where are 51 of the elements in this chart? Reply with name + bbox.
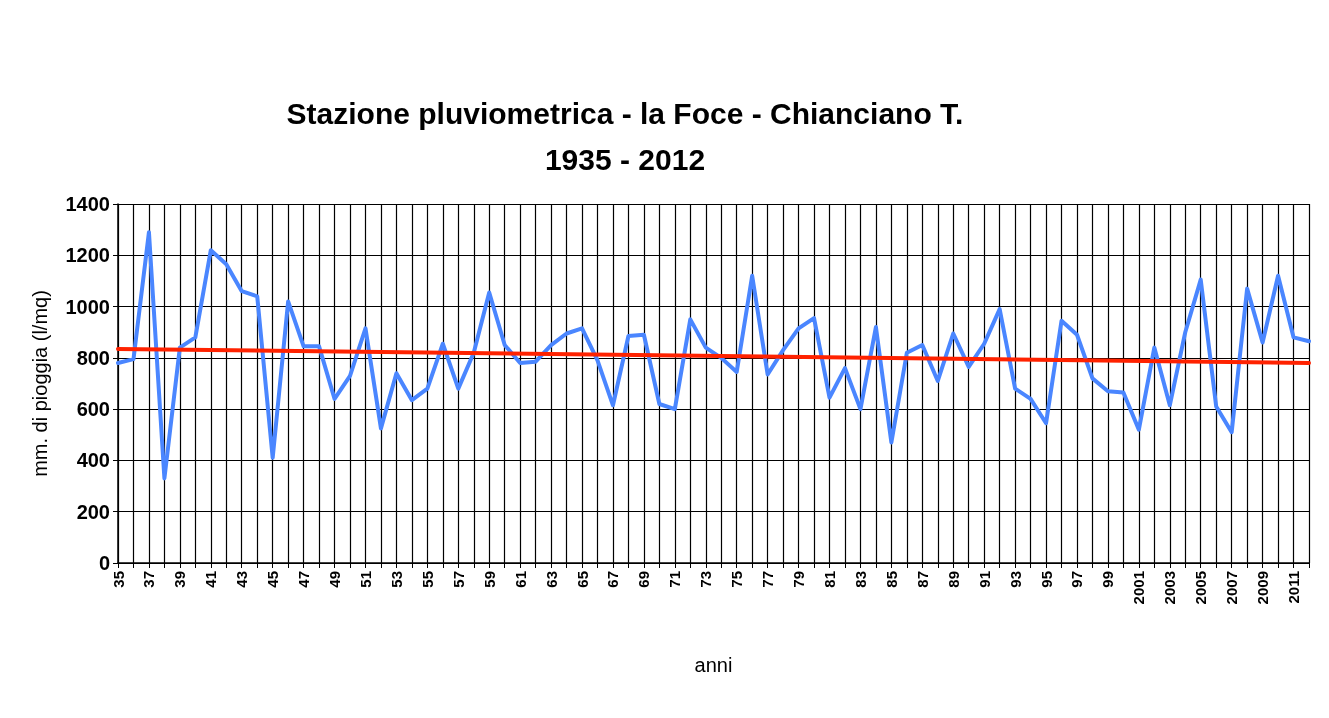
chart-title: Stazione pluviometrica - la Foce - Chianciano T. 1935 - 2012 [286,96,964,176]
y-tick-label: 800 [76,346,110,369]
x-tick-label: 81 [821,571,839,588]
x-tick-label: 91 [975,571,993,588]
y-tick-label: 400 [76,449,110,472]
x-tick-label: 53 [387,571,405,588]
x-tick-label: 97 [1068,571,1086,588]
x-tick-label: 2001 [1130,571,1148,605]
x-tick-label: 83 [851,571,869,588]
x-tick-label: 65 [573,571,591,588]
x-tick-label: 93 [1006,571,1024,588]
y-tick-label: 200 [76,500,110,523]
x-tick-label: 69 [635,571,653,588]
x-tick-label: 2005 [1192,571,1210,605]
x-tick-label: 67 [604,571,622,588]
x-tick-label: 89 [944,571,962,588]
x-axis-title: anni [694,654,733,676]
x-tick-label: 41 [202,571,220,588]
x-tick-label: 39 [171,571,189,588]
x-tick-label: 49 [326,571,344,588]
x-tick-label: 37 [140,571,158,588]
y-tick-label: 1200 [65,244,110,267]
y-axis-title: mm. di pioggia (l/mq) [29,290,51,477]
x-tick-label: 61 [511,571,529,588]
x-tick-label: 63 [542,571,560,588]
x-tick-label: 75 [728,571,746,588]
x-tick-label: 55 [418,571,436,588]
x-tick-label: 45 [264,571,282,588]
x-tick-label: 79 [790,571,808,588]
x-tick-label: 2007 [1223,571,1241,605]
x-tick-label: 57 [449,571,467,588]
x-tick-label: 47 [295,571,313,588]
x-tick-label: 99 [1099,571,1117,588]
y-tick-label: 0 [98,552,110,574]
x-tick-label: 35 [109,571,127,588]
x-tick-label: 2009 [1254,571,1272,605]
x-tick-label: 87 [913,571,931,588]
x-tick-label: 73 [697,571,715,588]
x-tick-label: 51 [356,571,374,588]
y-tick-label: 600 [76,398,110,421]
x-tick-label: 2003 [1161,571,1179,605]
x-tick-label: 85 [882,571,900,588]
x-tick-label: 2011 [1285,571,1303,604]
x-tick-label: 43 [233,571,251,588]
x-tick-label: 71 [666,571,684,588]
y-tick-label: 1000 [65,295,110,318]
x-tick-label: 77 [759,571,777,588]
x-tick-label: 95 [1037,571,1055,588]
y-tick-label: 1400 [65,193,110,215]
x-tick-label: 59 [480,571,498,588]
line-series [116,230,1311,481]
